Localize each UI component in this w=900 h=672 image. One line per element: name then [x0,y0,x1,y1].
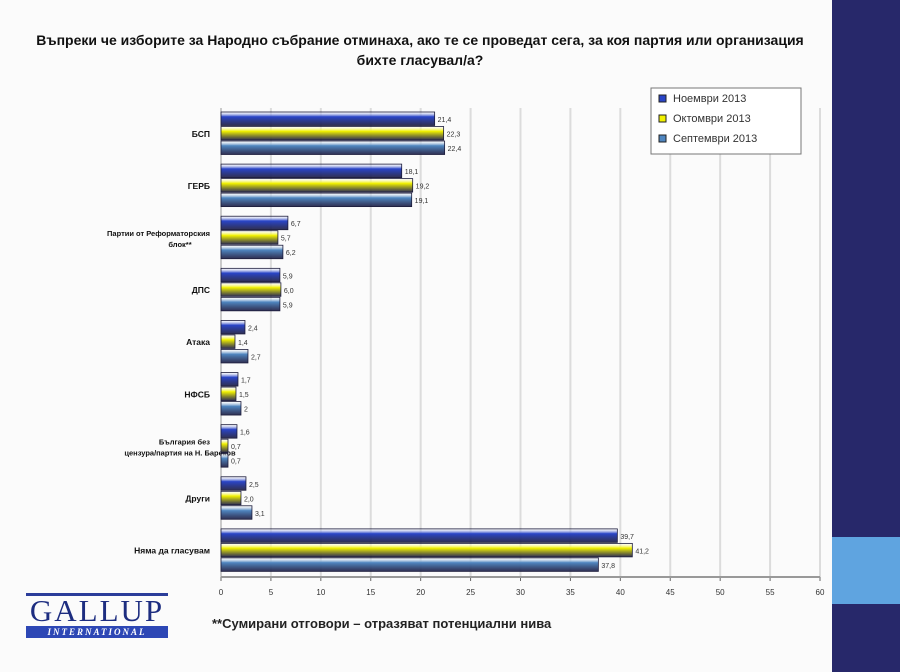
data-label: 1,7 [241,378,251,385]
data-label: 0,7 [231,459,241,466]
bar-1 [220,334,236,349]
bar-2 [220,453,229,468]
data-label: 2,0 [244,496,254,503]
bar-0 [220,267,281,283]
data-label: 5,9 [283,302,293,309]
x-tick-label: 25 [466,588,475,597]
bar-1 [220,178,414,193]
logo-sub: INTERNATIONAL [26,626,168,638]
category-label: НФСБ [184,389,210,399]
bar-0 [220,320,246,335]
legend-swatch-1 [658,114,667,123]
data-label: 2,5 [249,482,259,489]
side-panel-accent [832,537,900,604]
x-tick-label: 35 [566,588,575,597]
category-label: Атака [186,337,210,347]
data-label: 22,3 [447,132,461,139]
bar-0 [220,424,238,439]
gallup-logo: GALLUP INTERNATIONAL [26,593,168,638]
chart-title: Въпреки че изборите за Народно събрание … [36,32,804,68]
bar-2 [220,557,599,572]
data-label: 1,4 [238,340,248,347]
bar-0 [220,476,247,491]
x-tick-label: 0 [219,588,224,597]
x-tick-label: 30 [516,588,525,597]
footnote: **Сумирани отговори – отразяват потенциа… [212,616,552,631]
data-label: 21,4 [438,117,452,124]
data-label: 22,4 [448,146,462,153]
bar-0 [220,111,436,126]
x-tick-label: 60 [816,588,825,597]
legend-label: Ноември 2013 [673,93,746,105]
category-label: Няма да гласувам [134,546,210,556]
data-label: 41,2 [635,548,649,555]
bar-2 [220,140,446,155]
x-tick-label: 15 [366,588,375,597]
legend-swatch-0 [658,94,667,103]
bar-1 [220,282,282,297]
category-label: България без цензура/партия на Н. Бареков [124,437,236,457]
bar-0 [220,215,289,231]
logo-word: GALLUP [29,593,165,628]
bar-1 [220,230,279,245]
data-label: 19,1 [415,198,429,205]
data-label: 5,9 [283,273,293,280]
x-tick-label: 45 [666,588,675,597]
bar-0 [220,528,618,543]
x-tick-label: 5 [269,588,274,597]
data-label: 1,6 [240,430,250,437]
x-tick-label: 50 [716,588,725,597]
legend-label: Септември 2013 [673,133,757,145]
x-tick-label: 20 [416,588,425,597]
data-label: 5,7 [281,236,291,243]
data-label: 19,2 [416,184,430,191]
legend-swatch-2 [658,134,667,143]
data-label: 0,7 [231,444,241,451]
category-label: ГЕРБ [188,181,210,191]
bar-1 [220,386,237,401]
data-label: 2,7 [251,354,261,361]
x-tick-label: 55 [766,588,775,597]
data-label: 3,1 [255,511,265,518]
data-label: 39,7 [620,534,634,541]
data-label: 1,5 [239,392,249,399]
bar-1 [220,542,633,558]
bar-chart: 0 5 10 15 20 25 30 35 40 45 50 55 60БСП21,422,322,4Г… [107,87,825,597]
bar-2 [220,192,413,208]
category-label: Партии от Реформаторския блок** [107,229,210,249]
bar-2 [220,296,281,312]
data-label: 6,2 [286,250,296,257]
data-label: 2,4 [248,325,258,332]
category-label: БСП [192,129,210,139]
bar-1 [220,438,229,454]
bar-2 [220,349,249,364]
category-label: ДПС [192,285,210,295]
bar-0 [220,163,403,179]
x-tick-label: 10 [316,588,325,597]
bar-2 [220,401,242,416]
data-label: 2 [244,407,248,414]
bar-2 [220,244,284,260]
data-label: 37,8 [601,563,615,570]
data-label: 18,1 [405,169,419,176]
bar-2 [220,505,253,520]
data-label: 6,7 [291,221,301,228]
category-label: Други [185,494,210,504]
legend-label: Октомври 2013 [673,113,751,125]
bar-1 [220,490,242,506]
data-label: 6,0 [284,288,294,295]
x-tick-label: 40 [616,588,625,597]
bar-0 [220,372,239,387]
legend [650,87,802,155]
bar-1 [220,126,445,141]
